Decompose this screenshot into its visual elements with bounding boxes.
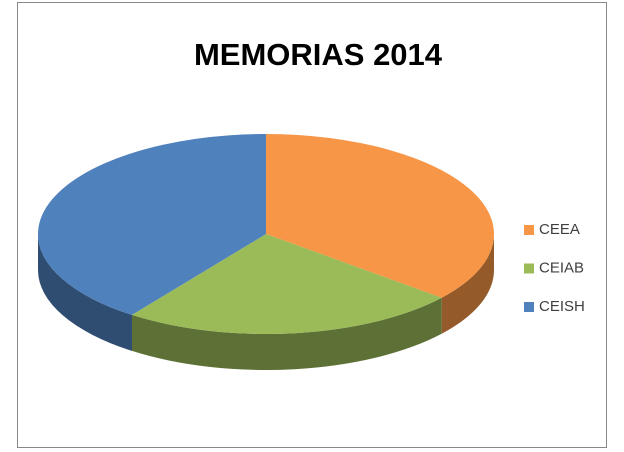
legend-label: CEEA xyxy=(539,221,580,238)
pie-side xyxy=(441,234,494,334)
legend-label: CEISH xyxy=(539,298,585,315)
pie-slice xyxy=(266,134,494,298)
legend-swatch xyxy=(524,225,534,235)
chart-title: MEMORIAS 2014 xyxy=(194,37,443,72)
pie-side xyxy=(38,234,132,351)
pie-slice xyxy=(38,134,266,315)
legend-swatch xyxy=(524,302,534,312)
pie-side xyxy=(131,297,442,370)
legend-label: CEIAB xyxy=(539,259,584,276)
pie-slice xyxy=(131,234,442,334)
legend-swatch xyxy=(524,263,534,274)
